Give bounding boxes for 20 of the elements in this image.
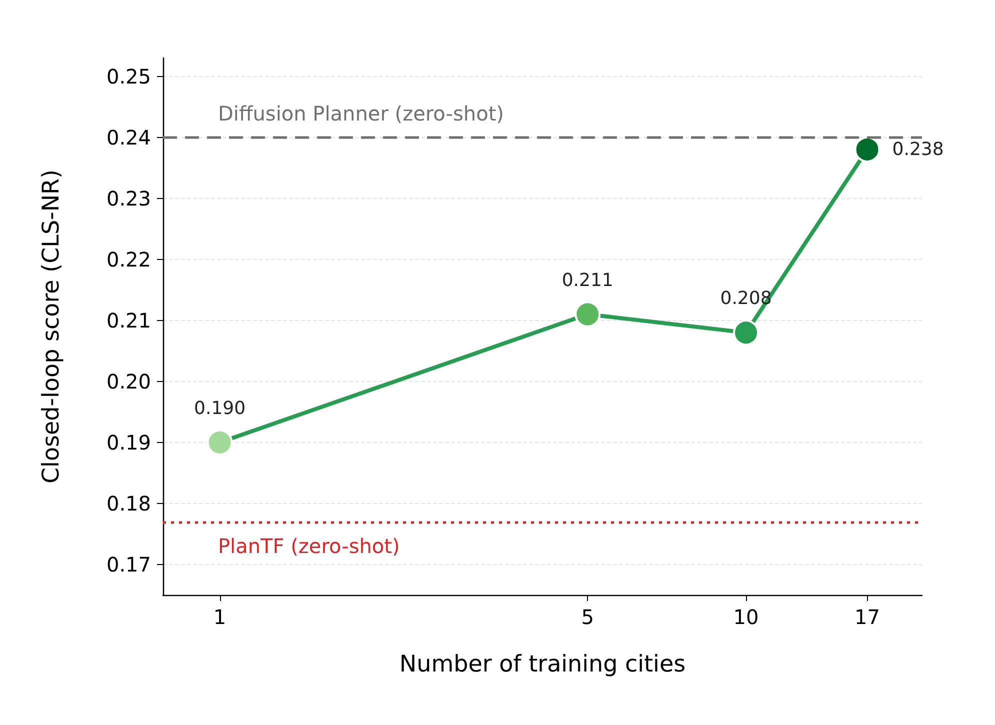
x-tick-label: 17 [854, 605, 880, 629]
y-tick-label: 0.18 [106, 491, 151, 516]
y-tick-label: 0.25 [106, 64, 151, 88]
x-tick-label: 10 [733, 605, 759, 629]
y-tick-label: 0.19 [106, 430, 151, 454]
x-tick-label: 5 [581, 605, 594, 629]
y-tick-label: 0.20 [106, 369, 151, 394]
ref-line-label: Diffusion Planner (zero-shot) [218, 101, 504, 126]
data-label: 0.238 [892, 139, 944, 160]
y-tick-label: 0.23 [106, 186, 151, 210]
data-label: 0.190 [194, 398, 246, 419]
x-axis-title: Number of training cities [399, 652, 686, 678]
y-tick-label: 0.22 [106, 247, 151, 272]
data-label: 0.211 [562, 270, 614, 291]
y-tick-label: 0.21 [106, 308, 151, 332]
y-axis-title: Closed-loop score (CLS-NR) [38, 169, 64, 484]
x-tick-label: 1 [213, 605, 226, 629]
y-tick-label: 0.17 [106, 552, 151, 576]
ref-line-label: PlanTF (zero-shot) [218, 534, 400, 558]
y-tick-label: 0.24 [106, 125, 151, 150]
